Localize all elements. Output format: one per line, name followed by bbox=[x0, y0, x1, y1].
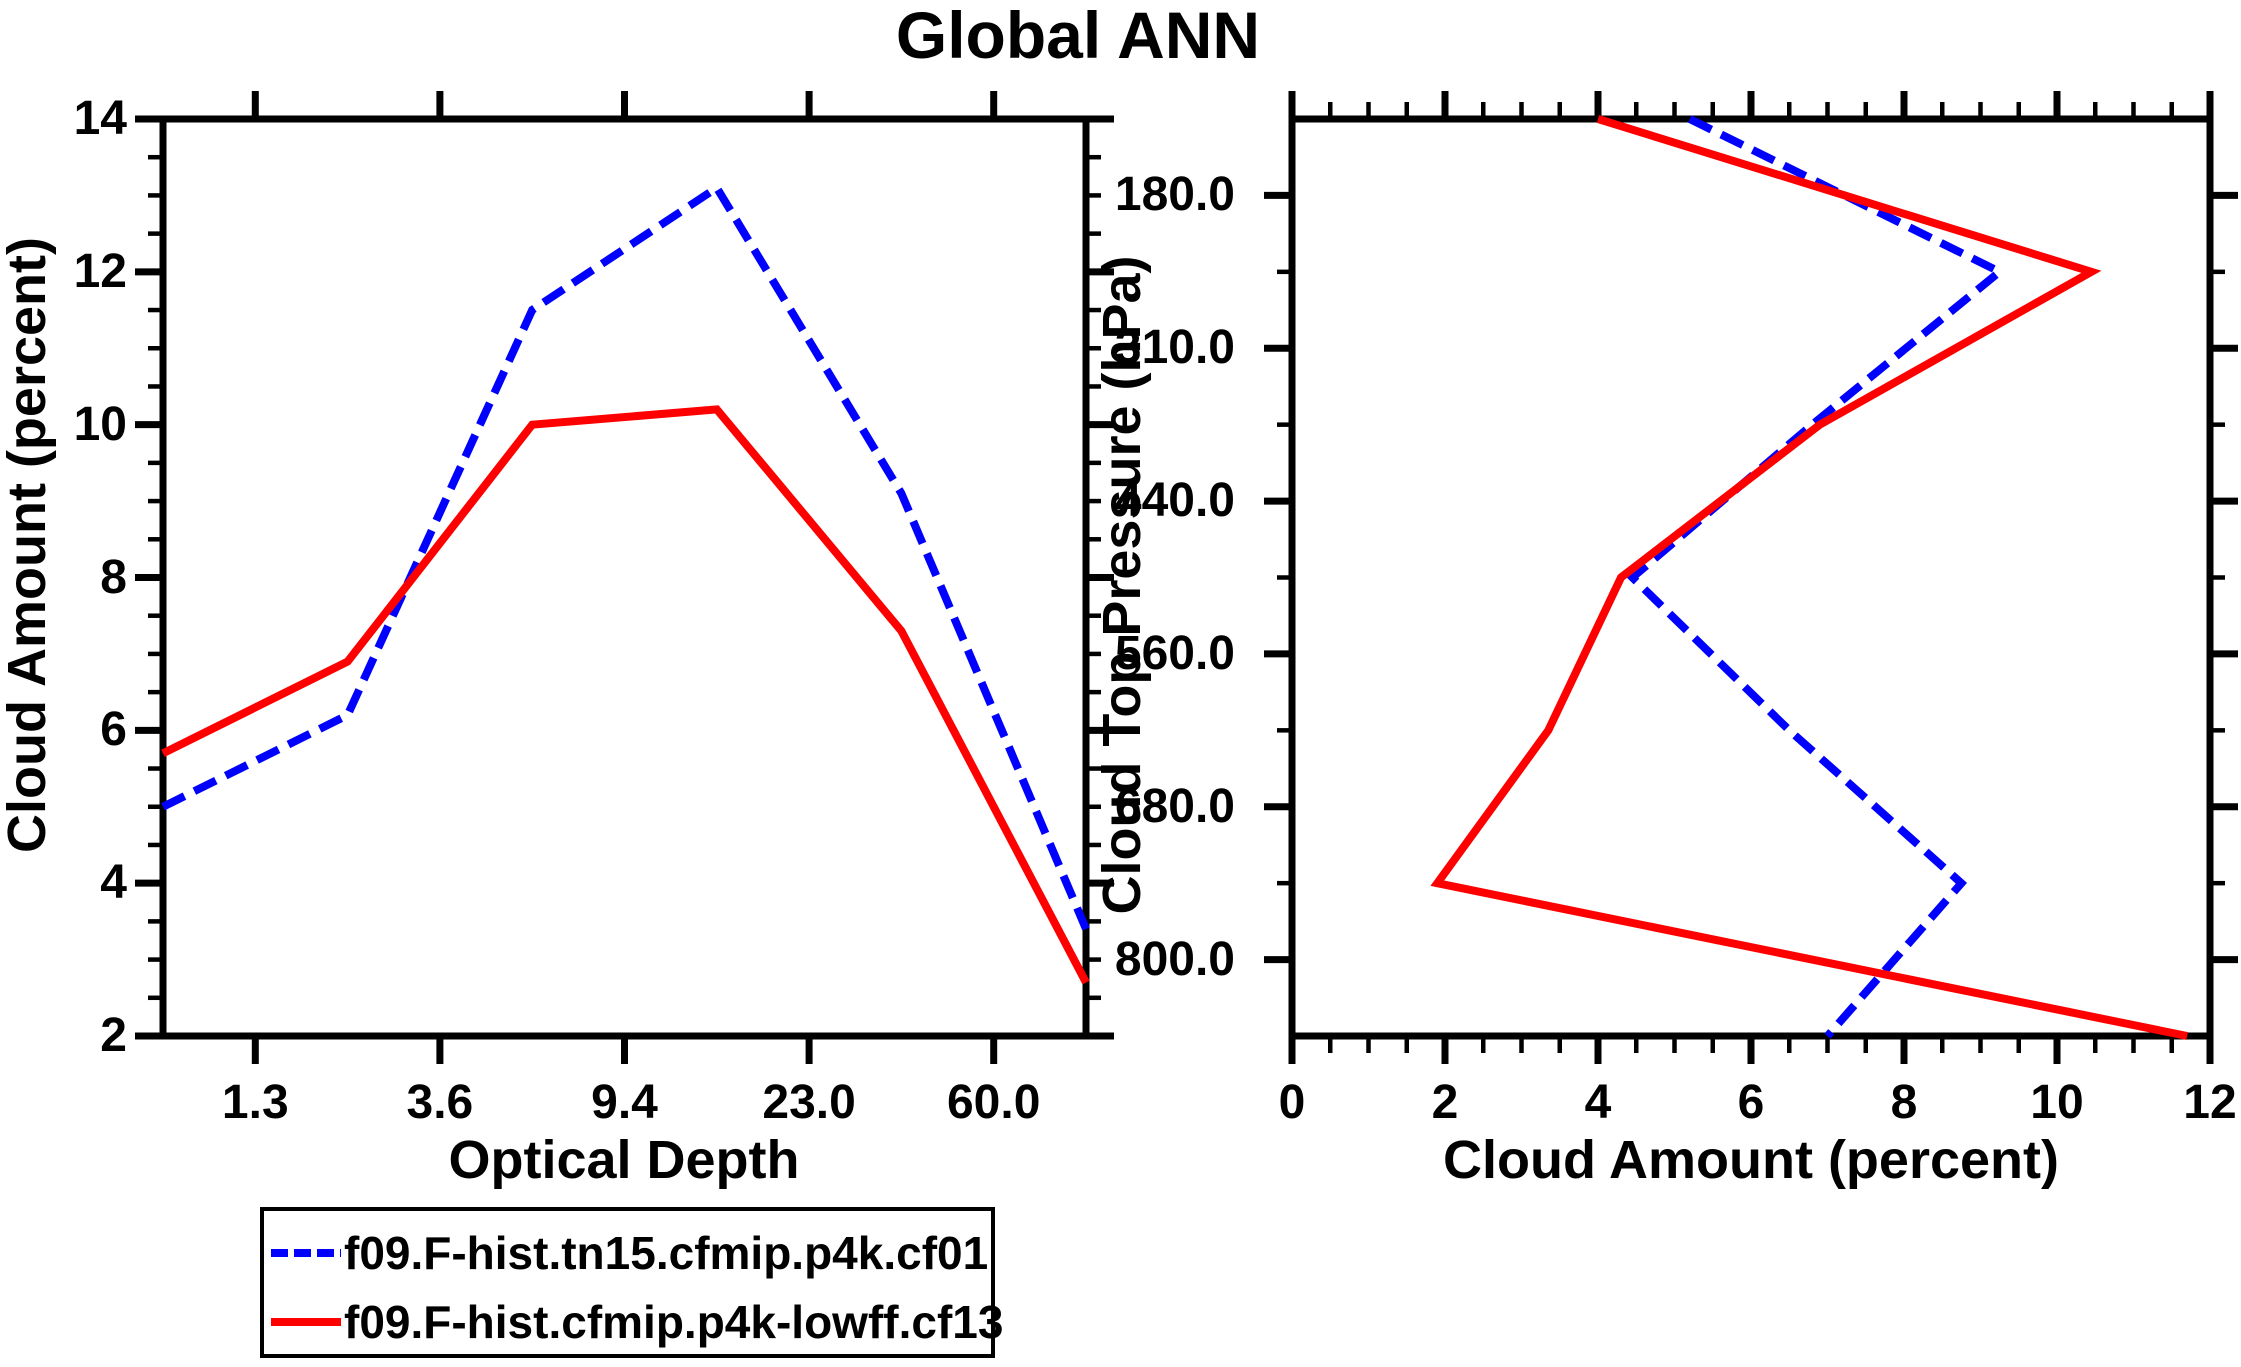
left-x-tick-label: 3.6 bbox=[406, 1076, 474, 1129]
right-y-tick-label: 560.0 bbox=[1114, 626, 1235, 680]
left-x-tick-label: 23.0 bbox=[762, 1076, 856, 1129]
legend-line-sample-solid bbox=[271, 1318, 341, 1326]
right-x-tick-label: 0 bbox=[1278, 1076, 1306, 1129]
left-y-tick-label: 2 bbox=[100, 1009, 127, 1062]
right-series-blue-dashed bbox=[1626, 115, 2007, 1039]
legend-label: f09.F-hist.tn15.cfmip.p4k.cf01 bbox=[344, 1227, 989, 1279]
right-y-axis-title: Cloud Top Pressure (hPa) bbox=[1092, 255, 1152, 915]
left-x-tick-label: 1.3 bbox=[221, 1076, 289, 1129]
legend-label: f09.F-hist.cfmip.p4k-lowff.cf13 bbox=[344, 1296, 1004, 1348]
page-title: Global ANN bbox=[895, 0, 1261, 72]
right-series-red-solid bbox=[1430, 115, 2188, 1040]
left-y-tick-label: 8 bbox=[100, 550, 127, 604]
right-x-tick-label: 4 bbox=[1584, 1076, 1612, 1129]
left-x-tick-label: 9.4 bbox=[591, 1076, 658, 1129]
right-x-tick-label: 8 bbox=[1890, 1076, 1918, 1129]
legend-entry: f09.F-hist.tn15.cfmip.p4k.cf01 bbox=[270, 1225, 988, 1281]
right-x-tick-label: 2 bbox=[1431, 1076, 1459, 1129]
left-x-tick-label: 60.0 bbox=[946, 1076, 1041, 1129]
right-x-tick-label: 6 bbox=[1737, 1076, 1765, 1129]
right-y-tick-label: 440.0 bbox=[1114, 474, 1235, 528]
left-y-tick-label: 4 bbox=[100, 856, 127, 910]
left-x-axis-title: Optical Depth bbox=[448, 1130, 800, 1190]
right-y-tick-label: 800.0 bbox=[1114, 932, 1235, 986]
left-plot-frame bbox=[159, 115, 1090, 1040]
left-y-tick-label: 10 bbox=[73, 397, 127, 451]
right-y-tick-label: 180.0 bbox=[1114, 168, 1235, 222]
right-x-tick-label: 10 bbox=[2030, 1076, 2084, 1129]
right-y-tick-label: 310.0 bbox=[1114, 321, 1235, 375]
right-plot-frame bbox=[1288, 115, 2214, 1040]
right-x-tick-label: 12 bbox=[2183, 1076, 2237, 1129]
left-y-tick-label: 12 bbox=[73, 244, 127, 298]
left-y-tick-label: 6 bbox=[100, 703, 127, 757]
left-y-tick-label: 14 bbox=[73, 92, 127, 145]
legend: f09.F-hist.tn15.cfmip.p4k.cf01 f09.F-his… bbox=[260, 1207, 1003, 1358]
left-series-red-solid bbox=[161, 405, 1090, 985]
right-y-tick-label: 680.0 bbox=[1114, 779, 1235, 833]
legend-line-sample-dashed bbox=[271, 1249, 341, 1257]
left-series-blue-dashed bbox=[161, 182, 1090, 931]
right-x-axis-title: Cloud Amount (percent) bbox=[1443, 1130, 2059, 1190]
legend-entry: f09.F-hist.cfmip.p4k-lowff.cf13 bbox=[270, 1294, 1003, 1350]
